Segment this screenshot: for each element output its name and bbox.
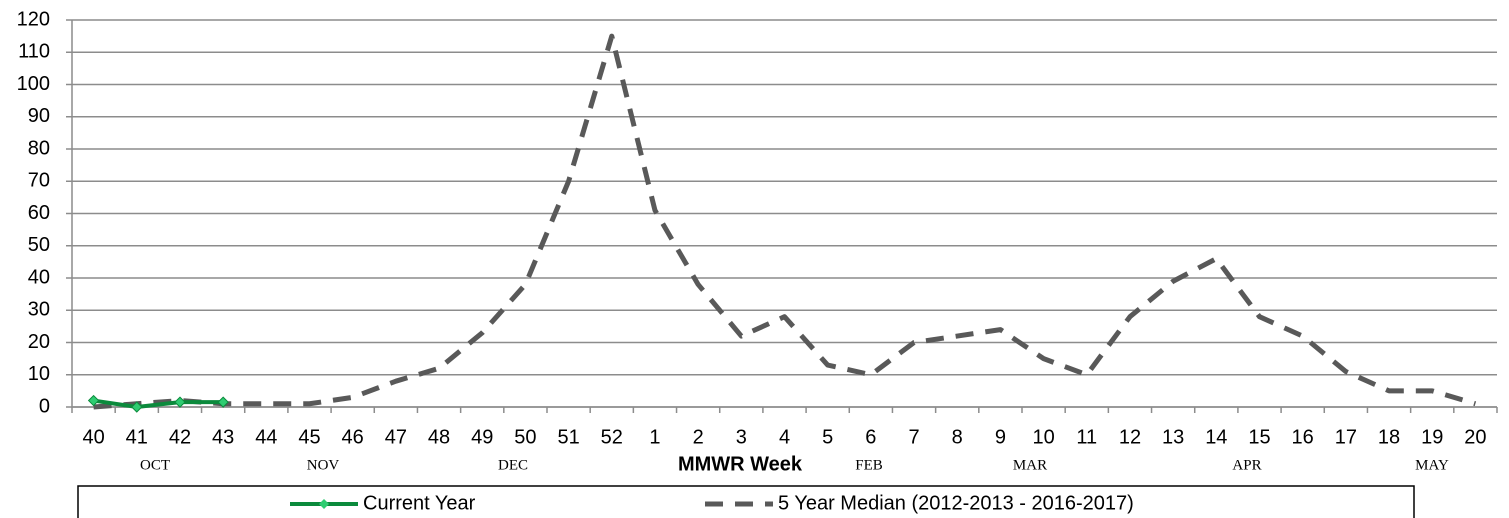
x-tick-label: 46 [342,426,364,448]
x-tick-label: 16 [1292,426,1314,448]
x-tick-label: 49 [471,426,493,448]
y-tick-label: 100 [17,73,50,95]
legend-marker [319,499,329,509]
y-tick-label: 10 [28,363,50,385]
x-tick-label: 41 [126,426,148,448]
x-tick-label: 18 [1378,426,1400,448]
x-tick-label: 47 [385,426,407,448]
x-tick-label: 45 [298,426,320,448]
y-tick-label: 60 [28,202,50,224]
y-tick-label: 80 [28,137,50,159]
x-tick-label: 1 [649,426,660,448]
x-tick-label: 5 [822,426,833,448]
month-label: NOV [307,457,340,473]
y-tick-label: 30 [28,299,50,321]
x-tick-label: 44 [255,426,277,448]
x-tick-label: 19 [1421,426,1443,448]
series-line [93,33,1477,410]
x-tick-label: 40 [82,426,104,448]
month-label: MAR [1013,457,1047,473]
month-label: DEC [498,457,528,473]
x-tick-label: 20 [1464,426,1486,448]
y-tick-label: 120 [17,8,50,30]
x-tick-label: 7 [908,426,919,448]
x-tick-label: 12 [1119,426,1141,448]
legend-box [77,485,1415,518]
legend-label: Current Year [363,492,476,514]
x-tick-label: 2 [693,426,704,448]
y-tick-label: 90 [28,105,50,127]
x-tick-label: 10 [1032,426,1054,448]
x-tick-label: 13 [1162,426,1184,448]
x-tick-label: 6 [865,426,876,448]
x-tick-label: 15 [1248,426,1270,448]
y-tick-label: 70 [28,170,50,192]
y-tick-label: 40 [28,266,50,288]
y-tick-label: 50 [28,234,50,256]
x-tick-label: 14 [1205,426,1227,448]
x-tick-label: 4 [779,426,790,448]
month-label: APR [1232,457,1261,473]
series-line [93,398,224,409]
y-tick-label: 110 [18,41,50,63]
x-tick-label: 52 [601,426,623,448]
month-label: OCT [140,457,170,473]
month-label: FEB [855,457,883,473]
x-tick-label: 50 [514,426,536,448]
x-tick-label: 17 [1335,426,1357,448]
x-tick-label: 11 [1076,426,1097,448]
x-tick-label: 42 [169,426,191,448]
x-tick-label: 3 [736,426,747,448]
series-marker [217,396,229,408]
x-tick-label: 51 [557,426,579,448]
series-marker [131,401,143,413]
month-label: MAY [1415,457,1449,473]
y-tick-label: 20 [28,331,50,353]
series-marker [174,396,186,408]
series-marker [87,394,100,407]
legend-label: 5 Year Median (2012-2013 - 2016-2017) [778,492,1134,514]
x-axis-title: MMWR Week [678,453,803,475]
x-tick-label: 9 [995,426,1006,448]
x-tick-label: 48 [428,426,450,448]
y-tick-label: 0 [39,395,50,417]
x-tick-label: 8 [952,426,963,448]
x-tick-label: 43 [212,426,234,448]
